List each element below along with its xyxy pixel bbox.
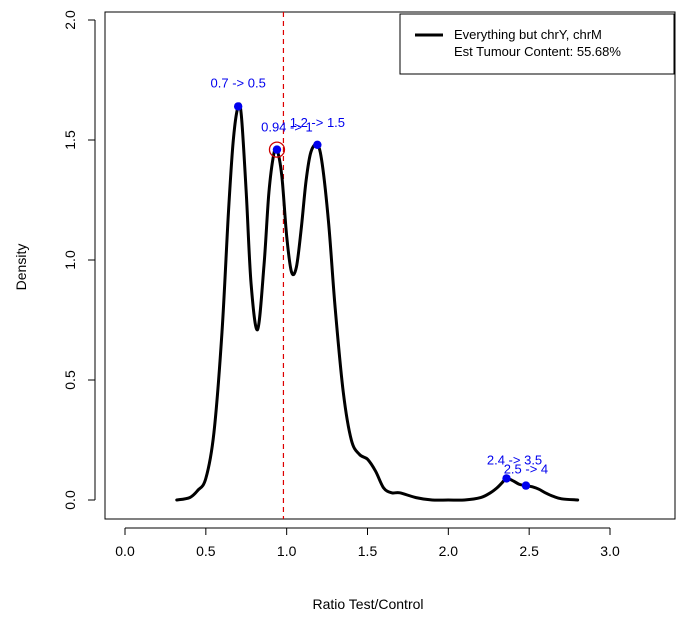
x-axis-label: Ratio Test/Control: [312, 596, 423, 612]
series-layer: [175, 102, 580, 502]
plot-border: [104, 11, 676, 520]
y-tick-label: 2.0: [62, 10, 78, 30]
peak-highlight-ring: [268, 141, 286, 158]
x-tick-label: 3.0: [600, 543, 620, 559]
peak-label: 2.4 -> 3.5: [487, 452, 542, 467]
peak-label: 0.7 -> 0.5: [211, 75, 266, 90]
legend-entry: Everything but chrY, chrM: [454, 27, 602, 42]
x-tick-label: 0.0: [115, 543, 135, 559]
legend: Everything but chrY, chrM Est Tumour Cont…: [399, 13, 675, 75]
y-axis-label: Density: [13, 244, 29, 291]
y-axis: 0.0 0.5 1.0 1.5 2.0: [62, 10, 96, 510]
peak-point: [502, 474, 511, 483]
peak-point: [272, 145, 282, 154]
peak-point: [313, 140, 322, 149]
peak-label: 1.2 -> 1.5: [290, 115, 345, 130]
legend-entry: Est Tumour Content: 55.68%: [454, 44, 621, 59]
x-tick-label: 0.5: [196, 543, 216, 559]
legend-box: [399, 13, 675, 75]
x-axis: 0.0 0.5 1.0 1.5 2.0 2.5 3.0: [115, 527, 620, 559]
peak-point: [233, 102, 243, 111]
y-tick-label: 1.0: [62, 250, 78, 270]
peak-label: 0.94 -> 1: [261, 120, 313, 135]
x-tick-label: 1.5: [358, 543, 378, 559]
plot-frame: [104, 11, 676, 520]
x-tick-label: 1.0: [277, 543, 297, 559]
density-curve: [175, 102, 580, 502]
peak-point: [521, 481, 531, 490]
x-tick-label: 2.5: [519, 543, 539, 559]
peaks-layer: 0.7 -> 0.5 0.94 -> 11.2 -> 1.5 2.4 -> 3.52…: [211, 75, 548, 490]
y-tick-label: 0.0: [62, 490, 78, 510]
y-tick-label: 1.5: [62, 130, 78, 150]
x-tick-label: 2.0: [439, 543, 459, 559]
peak-label: 2.5 -> 4: [504, 462, 548, 477]
y-tick-label: 0.5: [62, 370, 78, 390]
